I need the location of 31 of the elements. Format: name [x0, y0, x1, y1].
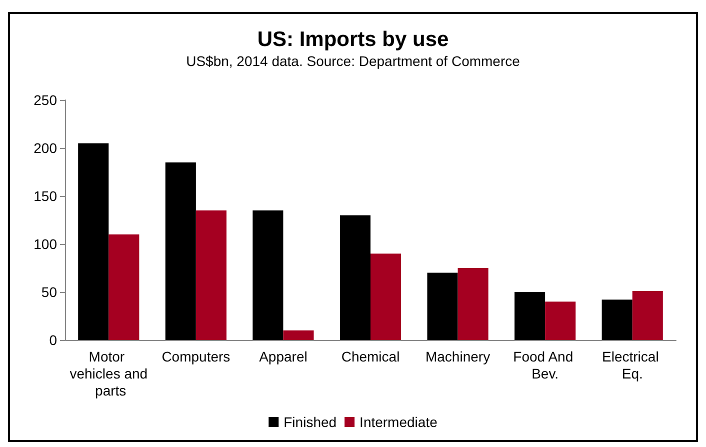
bar	[252, 210, 284, 340]
bar	[632, 291, 663, 340]
y-tick-label: 50	[41, 284, 58, 300]
x-tick-label: Motor vehicles and parts	[70, 348, 148, 398]
legend-label: Intermediate	[360, 414, 438, 430]
x-tick-label: Computers	[162, 348, 230, 364]
bar	[458, 268, 488, 340]
y-tick-label: 150	[34, 188, 58, 204]
x-tick-label: Food And Bev.	[513, 348, 577, 382]
y-tick-label: 100	[34, 236, 58, 252]
bar	[196, 210, 226, 340]
bar	[602, 300, 632, 340]
x-tick-label: Apparel	[259, 348, 308, 364]
legend-label: Finished	[284, 414, 337, 430]
y-tick-label: 250	[34, 92, 58, 108]
bar	[545, 302, 576, 340]
chart-title: US: Imports by use	[257, 28, 449, 51]
bar	[108, 234, 140, 340]
bar	[283, 330, 314, 340]
x-tick-label: Electrical Eq.	[602, 348, 663, 382]
y-tick-label: 0	[49, 332, 58, 348]
chart-subtitle: US$bn, 2014 data. Source: Department of Commerce	[186, 53, 520, 69]
bar	[427, 272, 458, 340]
x-tick-label: Chemical	[341, 348, 400, 364]
bar	[340, 215, 370, 340]
x-tick-label: Machinery	[425, 348, 490, 364]
y-tick-label: 200	[34, 140, 58, 156]
bar	[165, 162, 196, 340]
bar	[370, 254, 402, 340]
bar	[514, 292, 546, 340]
bar	[78, 143, 109, 340]
